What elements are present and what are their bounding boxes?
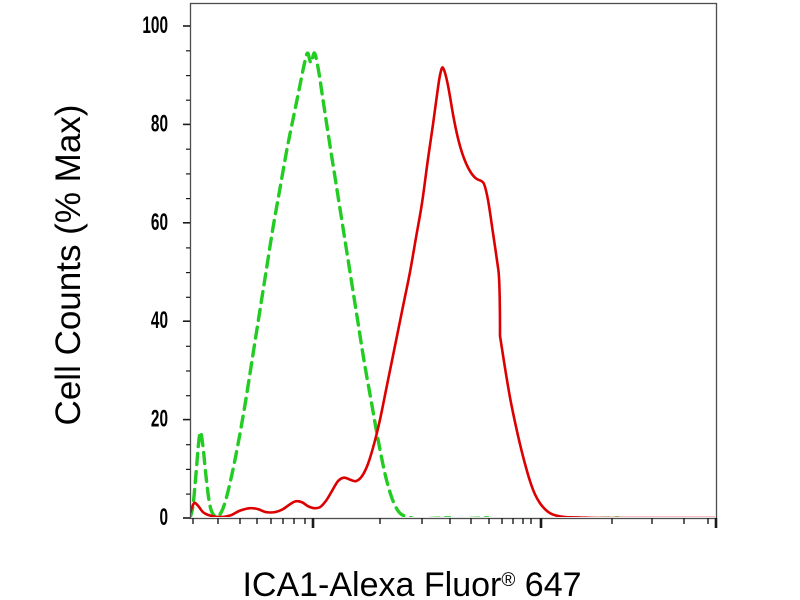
- svg-text:80: 80: [151, 111, 168, 137]
- svg-text:60: 60: [151, 210, 168, 236]
- svg-text:100: 100: [142, 13, 168, 39]
- svg-text:Cell Counts (% Max): Cell Counts (% Max): [49, 105, 88, 426]
- svg-text:40: 40: [151, 308, 168, 334]
- svg-text:0: 0: [159, 505, 168, 531]
- svg-text:20: 20: [151, 406, 168, 432]
- svg-text:ICA1-Alexa Fluor® 647: ICA1-Alexa Fluor® 647: [242, 566, 581, 600]
